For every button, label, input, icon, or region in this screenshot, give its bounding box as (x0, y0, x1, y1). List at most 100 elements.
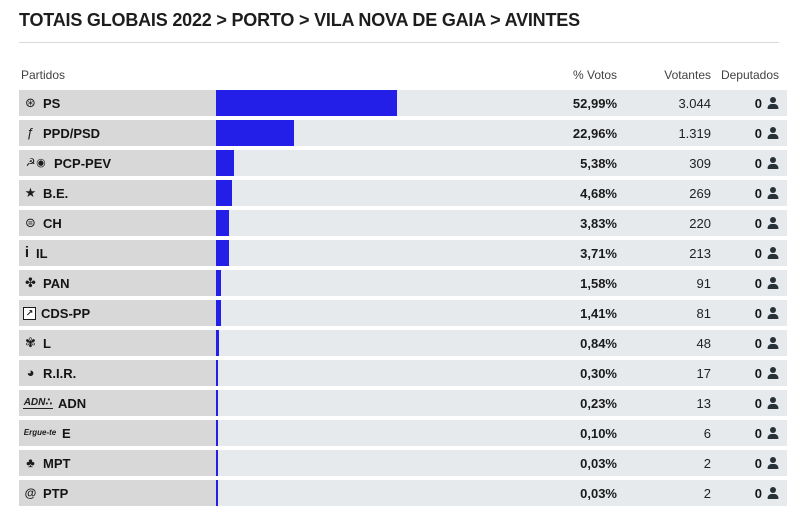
pct-votes-value: 4,68% (580, 185, 617, 201)
vote-bar (216, 150, 234, 176)
votantes-value: 220 (689, 215, 711, 231)
votantes-value: 48 (696, 335, 711, 351)
deputados-cell: 0 (755, 240, 779, 266)
deputados-value: 0 (754, 395, 762, 411)
vote-bar (216, 450, 218, 476)
party-label-cell: ◕ R.I.R. (19, 360, 216, 386)
table-header-row: Partidos % Votos Votantes Deputados (19, 66, 787, 84)
vote-bar (216, 180, 232, 206)
party-label-cell: @ PTP (19, 480, 216, 506)
party-label-cell: ☭◉ PCP-PEV (19, 150, 216, 176)
vote-bar-track (216, 300, 787, 326)
deputados-cell: 0 (755, 90, 779, 116)
election-results-page: TOTAIS GLOBAIS 2022 > PORTO > VILA NOVA … (0, 10, 787, 506)
deputados-value: 0 (754, 365, 762, 381)
vote-bar (216, 480, 218, 506)
deputados-value: 0 (754, 155, 762, 171)
person-icon (766, 457, 779, 470)
deputados-cell: 0 (755, 450, 779, 476)
vote-bar-track (216, 240, 787, 266)
deputados-value: 0 (754, 215, 762, 231)
pct-votes-value: 0,23% (580, 395, 617, 411)
person-icon (766, 157, 779, 170)
pct-votes-value: 5,38% (580, 155, 617, 171)
votantes-value: 91 (696, 275, 711, 291)
party-result-row: i IL 3,71% 213 0 (19, 240, 787, 266)
vote-bar (216, 240, 229, 266)
pct-votes-value: 3,71% (580, 245, 617, 261)
deputados-value: 0 (754, 275, 762, 291)
party-label-cell: ★ B.E. (19, 180, 216, 206)
deputados-cell: 0 (755, 480, 779, 506)
pct-votes-value: 22,96% (572, 125, 617, 141)
party-label: IL (36, 245, 48, 261)
pct-votes-value: 1,41% (580, 305, 617, 321)
ptp-logo-icon: @ (24, 486, 37, 500)
column-header-pct-votos: % Votos (572, 68, 617, 82)
pan-logo-icon: ✤ (25, 275, 36, 290)
be-logo-icon: ★ (24, 185, 37, 200)
party-label: PAN (43, 275, 70, 291)
ppd-psd-logo-icon: ƒ (26, 125, 35, 140)
rir-logo-icon: ◕ (26, 365, 35, 380)
pct-votes-value: 1,58% (580, 275, 617, 291)
vote-bar (216, 300, 221, 326)
party-label-cell: ↗ CDS-PP (19, 300, 216, 326)
vote-bar (216, 360, 218, 386)
vote-bar-track (216, 390, 787, 416)
person-icon (766, 277, 779, 290)
deputados-value: 0 (754, 305, 762, 321)
vote-bar-track (216, 180, 787, 206)
votantes-value: 6 (703, 425, 711, 441)
results-table-body: ⊛ PS 52,99% 3.044 0 ƒ PPD/PSD 22,96% 1.3… (0, 90, 787, 506)
vote-bar-track (216, 480, 787, 506)
column-header-partidos: Partidos (21, 68, 66, 82)
vote-bar-track (216, 210, 787, 236)
pct-votes-value: 0,84% (580, 335, 617, 351)
pct-votes-value: 0,03% (580, 455, 617, 471)
party-result-row: Ergue-te E 0,10% 6 0 (19, 420, 787, 446)
party-label-cell: Ergue-te E (19, 420, 216, 446)
party-label: L (43, 335, 51, 351)
mpt-logo-icon: ♣ (26, 455, 35, 470)
votantes-value: 269 (689, 185, 711, 201)
party-label: PCP-PEV (54, 155, 112, 171)
party-label: CH (43, 215, 62, 231)
party-label: CDS-PP (41, 305, 91, 321)
deputados-cell: 0 (755, 360, 779, 386)
party-label-cell: i IL (19, 240, 216, 266)
party-label: ADN (58, 395, 87, 411)
party-result-row: ⊜ CH 3,83% 220 0 (19, 210, 787, 236)
vote-bar (216, 330, 219, 356)
person-icon (766, 127, 779, 140)
votantes-value: 81 (696, 305, 711, 321)
pct-votes-value: 0,30% (580, 365, 617, 381)
party-result-row: ★ B.E. 4,68% 269 0 (19, 180, 787, 206)
votantes-value: 1.319 (678, 125, 711, 141)
deputados-cell: 0 (755, 420, 779, 446)
party-label-cell: ✤ PAN (19, 270, 216, 296)
votantes-value: 3.044 (678, 95, 711, 111)
party-result-row: ✤ PAN 1,58% 91 0 (19, 270, 787, 296)
party-label: MPT (43, 455, 71, 471)
breadcrumb-title[interactable]: TOTAIS GLOBAIS 2022 > PORTO > VILA NOVA … (19, 10, 580, 30)
deputados-cell: 0 (755, 390, 779, 416)
party-result-row: ↗ CDS-PP 1,41% 81 0 (19, 300, 787, 326)
person-icon (766, 337, 779, 350)
party-label: PS (43, 95, 61, 111)
person-icon (766, 487, 779, 500)
erguete-logo-icon: Ergue-te (23, 428, 57, 437)
person-icon (766, 427, 779, 440)
il-logo-icon: i (24, 244, 30, 261)
party-label-cell: ƒ PPD/PSD (19, 120, 216, 146)
party-label-cell: ⊜ CH (19, 210, 216, 236)
party-result-row: @ PTP 0,03% 2 0 (19, 480, 787, 506)
deputados-value: 0 (754, 185, 762, 201)
deputados-value: 0 (754, 485, 762, 501)
pct-votes-value: 3,83% (580, 215, 617, 231)
vote-bar-track (216, 420, 787, 446)
vote-bar (216, 120, 294, 146)
person-icon (766, 247, 779, 260)
party-label: E (62, 425, 71, 441)
votantes-value: 17 (696, 365, 711, 381)
